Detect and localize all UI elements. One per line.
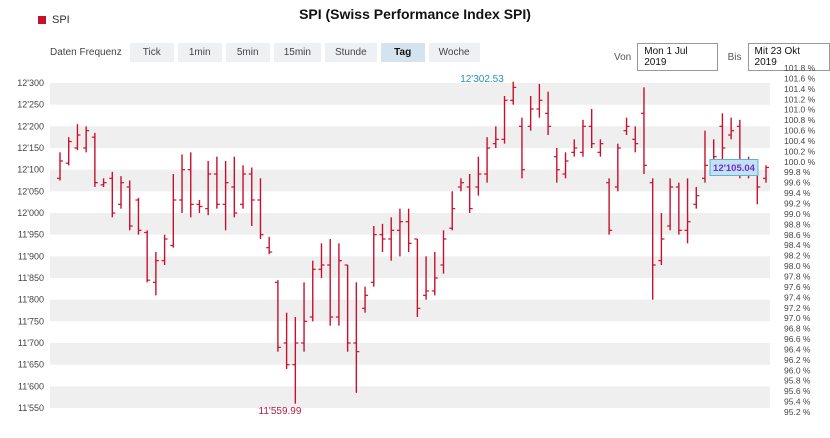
y-right-tick-label: 101.2 % (784, 94, 816, 104)
date-range: Von Mon 1 Jul 2019 Bis Mit 23 Okt 2019 (614, 43, 830, 71)
y-right-tick-label: 95.8 % (784, 376, 811, 386)
y-right-tick-label: 97.6 % (784, 282, 811, 292)
grid-band (50, 213, 770, 235)
y-left-tick-label: 11'650 (18, 360, 44, 370)
y-left-tick-label: 11'900 (18, 251, 44, 261)
y-right-tick-label: 99.2 % (784, 199, 811, 209)
frequency-1min-button[interactable]: 1min (177, 43, 222, 62)
y-left-tick-label: 11'600 (18, 381, 44, 391)
y-right-tick-label: 100.2 % (784, 146, 816, 156)
grid-band (50, 386, 770, 408)
y-right-tick-label: 100.6 % (784, 126, 816, 136)
frequency-toolbar: Daten Frequenz Tick 1min 5min 15min Stun… (50, 43, 480, 62)
chart-legend[interactable]: SPI (38, 14, 70, 26)
y-right-tick-label: 95.2 % (784, 407, 811, 417)
y-right-tick-label: 97.0 % (784, 313, 811, 323)
current-value-box (709, 159, 759, 176)
y-right-tick-label: 99.8 % (784, 167, 811, 177)
current-value-label: 12'105.04 (713, 163, 756, 174)
from-label: Von (614, 51, 632, 63)
y-right-tick-label: 101.0 % (784, 105, 816, 115)
y-right-tick-label: 100.8 % (784, 115, 816, 125)
y-left-tick-label: 12'300 (17, 78, 44, 88)
grid-band (50, 256, 770, 278)
y-right-tick-label: 95.4 % (784, 397, 811, 407)
y-left-tick-label: 11'550 (18, 403, 44, 413)
y-right-tick-label: 98.0 % (784, 261, 811, 271)
frequency-15min-button[interactable]: 15min (273, 43, 321, 62)
y-right-tick-label: 98.6 % (784, 230, 811, 240)
y-left-tick-label: 12'150 (17, 143, 44, 153)
frequency-label: Daten Frequenz (50, 47, 122, 58)
low-annotation: 11'559.99 (259, 406, 302, 417)
y-left-tick-label: 12'050 (17, 186, 44, 196)
to-label: Bis (727, 51, 742, 63)
frequency-tick-button[interactable]: Tick (129, 43, 174, 62)
frequency-5min-button[interactable]: 5min (225, 43, 270, 62)
y-left-tick-label: 12'000 (17, 208, 44, 218)
y-left-tick-label: 11'800 (18, 295, 44, 305)
from-date-input[interactable]: Mon 1 Jul 2019 (637, 43, 718, 71)
y-right-tick-label: 97.2 % (784, 303, 811, 313)
y-left-tick-label: 12'200 (17, 121, 44, 131)
y-right-tick-label: 96.4 % (784, 344, 811, 354)
grid-band (50, 126, 770, 148)
legend-swatch (38, 16, 46, 24)
y-left-tick-label: 11'700 (18, 338, 44, 348)
y-right-tick-label: 99.6 % (784, 178, 811, 188)
legend-label: SPI (52, 14, 70, 26)
y-right-tick-label: 95.6 % (784, 386, 811, 396)
y-right-tick-label: 97.4 % (784, 292, 811, 302)
y-right-tick-label: 96.8 % (784, 324, 811, 334)
y-right-tick-label: 96.0 % (784, 365, 811, 375)
y-left-tick-label: 12'250 (17, 100, 44, 110)
y-right-tick-label: 99.4 % (784, 188, 811, 198)
y-right-tick-label: 98.8 % (784, 219, 811, 229)
y-left-tick-label: 12'100 (17, 165, 44, 175)
y-right-tick-label: 99.0 % (784, 209, 811, 219)
grid-band (50, 83, 770, 105)
y-left-tick-label: 11'850 (18, 273, 44, 283)
grid-band (50, 299, 770, 322)
to-date-input[interactable]: Mit 23 Okt 2019 (747, 43, 830, 71)
high-annotation: 12'302.53 (460, 74, 504, 85)
y-right-tick-label: 101.4 % (784, 84, 816, 94)
y-right-tick-label: 96.6 % (784, 334, 811, 344)
y-right-tick-label: 100.4 % (784, 136, 816, 146)
grid-band (50, 169, 770, 192)
y-right-tick-label: 97.8 % (784, 271, 811, 281)
frequency-tag-button[interactable]: Tag (380, 43, 425, 62)
y-right-tick-label: 101.8 % (784, 63, 816, 73)
frequency-stunde-button[interactable]: Stunde (324, 43, 377, 62)
y-right-tick-label: 98.2 % (784, 251, 811, 261)
grid-band (50, 343, 770, 365)
y-left-tick-label: 11'950 (18, 230, 44, 240)
y-right-tick-label: 101.6 % (784, 73, 816, 83)
chart-title: SPI (Swiss Performance Index SPI) (299, 6, 531, 22)
y-left-tick-label: 11'750 (18, 316, 44, 326)
y-right-tick-label: 98.4 % (784, 240, 811, 250)
y-right-tick-label: 100.0 % (784, 157, 816, 167)
frequency-woche-button[interactable]: Woche (428, 43, 480, 62)
y-right-tick-label: 96.2 % (784, 355, 811, 365)
